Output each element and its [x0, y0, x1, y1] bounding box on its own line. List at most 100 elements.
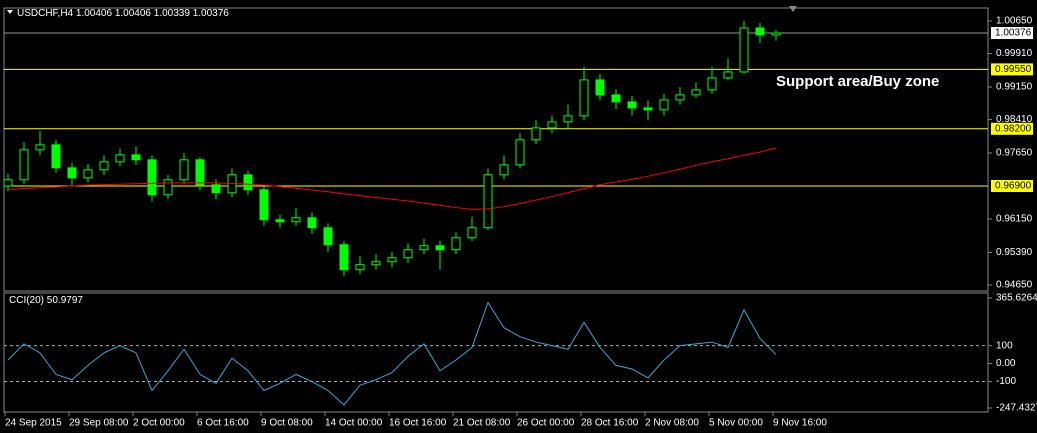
- candle-body: [355, 264, 365, 271]
- symbol-title: USDCHF,H4 1.00406 1.00406 1.00339 1.0037…: [17, 8, 229, 19]
- cci-title: CCI(20) 50.9797: [9, 295, 83, 306]
- y-tick-label: 0.96150: [996, 214, 1033, 225]
- x-tick-label: 21 Oct 08:00: [453, 418, 511, 429]
- candle-body: [259, 189, 269, 221]
- high: 1.00406: [115, 8, 152, 19]
- candle-body: [675, 94, 685, 101]
- candle-body: [179, 159, 189, 181]
- candle-body: [339, 244, 349, 271]
- current-price-label: 1.00376: [995, 28, 1032, 39]
- y-tick-label: 0.97650: [996, 148, 1033, 159]
- level-label: 0.96900: [995, 181, 1032, 192]
- candle-body: [739, 27, 749, 73]
- cci-value: 50.9797: [47, 295, 84, 306]
- price-panel: [3, 7, 989, 292]
- x-tick-label: 5 Nov 00:00: [709, 418, 763, 429]
- y-tick-label: 0.99150: [996, 82, 1033, 93]
- y-tick-label: 0.99910: [996, 48, 1033, 59]
- candle-body: [499, 164, 509, 176]
- y-tick-label: 365.6264: [996, 293, 1037, 304]
- candle-body: [19, 149, 29, 181]
- candle-body: [547, 121, 557, 129]
- candle-body: [451, 237, 461, 251]
- y-tick-label: 0.95390: [996, 247, 1033, 258]
- level-box: [991, 63, 1033, 76]
- current-price-box: [991, 27, 1033, 40]
- candle-body: [83, 169, 93, 179]
- candle-body: [323, 227, 333, 246]
- candle-body: [99, 161, 109, 171]
- cci-panel: [3, 292, 989, 413]
- candle-body: [147, 159, 157, 196]
- candle-body: [195, 159, 205, 186]
- y-tick-label: -100: [996, 376, 1016, 387]
- candle-body: [3, 179, 13, 187]
- candle-body: [403, 249, 413, 259]
- close: 1.00376: [193, 8, 230, 19]
- candle-body: [419, 245, 429, 251]
- shift-marker: [789, 6, 797, 12]
- candle-body: [723, 71, 733, 79]
- x-tick-label: 6 Oct 16:00: [197, 418, 249, 429]
- candle-body: [307, 217, 317, 229]
- candle-body: [387, 257, 397, 263]
- level-label: 0.98200: [995, 123, 1032, 134]
- candle-body: [467, 227, 477, 239]
- candle-body: [771, 32, 781, 36]
- x-tick-label: 14 Oct 00:00: [325, 418, 383, 429]
- x-tick-label: 2 Oct 00:00: [133, 418, 185, 429]
- candle-body: [755, 27, 765, 36]
- candle-body: [115, 154, 125, 163]
- candle-body: [595, 79, 605, 96]
- candle-body: [691, 89, 701, 96]
- x-tick-label: 26 Oct 00:00: [517, 418, 575, 429]
- candle-body: [211, 184, 221, 194]
- candle-body: [643, 107, 653, 111]
- x-tick-label: 28 Oct 16:00: [581, 418, 639, 429]
- candle-body: [371, 261, 381, 266]
- menu-arrow: [7, 10, 13, 14]
- candle-body: [163, 179, 173, 196]
- candle-body: [35, 144, 45, 151]
- candle-body: [435, 245, 445, 251]
- x-tick-label: 16 Oct 16:00: [389, 418, 447, 429]
- candle-body: [483, 174, 493, 229]
- y-tick-label: 100: [996, 340, 1013, 351]
- low: 1.00339: [154, 8, 191, 19]
- level-box: [991, 122, 1033, 135]
- candle-body: [51, 144, 61, 169]
- x-tick-label: 9 Oct 08:00: [261, 418, 313, 429]
- candle-body: [531, 127, 541, 141]
- candle-body: [243, 174, 253, 191]
- candle-body: [579, 79, 589, 117]
- cci-name: CCI(20): [9, 295, 44, 306]
- candle-body: [707, 77, 717, 91]
- candle-body: [611, 94, 621, 103]
- y-tick-label: 1.00650: [996, 16, 1033, 27]
- candle-body: [291, 217, 301, 223]
- cci-line: [7, 301, 777, 406]
- annotation: Support area/Buy zone: [776, 73, 939, 90]
- open: 1.00406: [76, 8, 113, 19]
- candle-body: [131, 154, 141, 161]
- candle-body: [275, 219, 285, 223]
- x-tick-label: 24 Sep 2015: [5, 418, 62, 429]
- y-tick-label: -247.4327: [996, 403, 1037, 414]
- candle-body: [515, 139, 525, 166]
- candle-body: [627, 101, 637, 109]
- candle-body: [563, 115, 573, 123]
- x-tick-label: 29 Sep 08:00: [69, 418, 129, 429]
- symbol: USDCHF,H4: [17, 8, 74, 19]
- candle-body: [659, 99, 669, 111]
- moving-average: [7, 147, 777, 210]
- level-box: [991, 180, 1033, 193]
- y-tick-label: 0.00: [996, 358, 1016, 369]
- y-tick-label: 0.98410: [996, 114, 1033, 125]
- y-tick-label: 0.94650: [996, 280, 1033, 291]
- x-tick-label: 9 Nov 16:00: [773, 418, 827, 429]
- x-tick-label: 2 Nov 08:00: [645, 418, 699, 429]
- level-label: 0.99550: [995, 64, 1032, 75]
- candle-body: [67, 167, 77, 179]
